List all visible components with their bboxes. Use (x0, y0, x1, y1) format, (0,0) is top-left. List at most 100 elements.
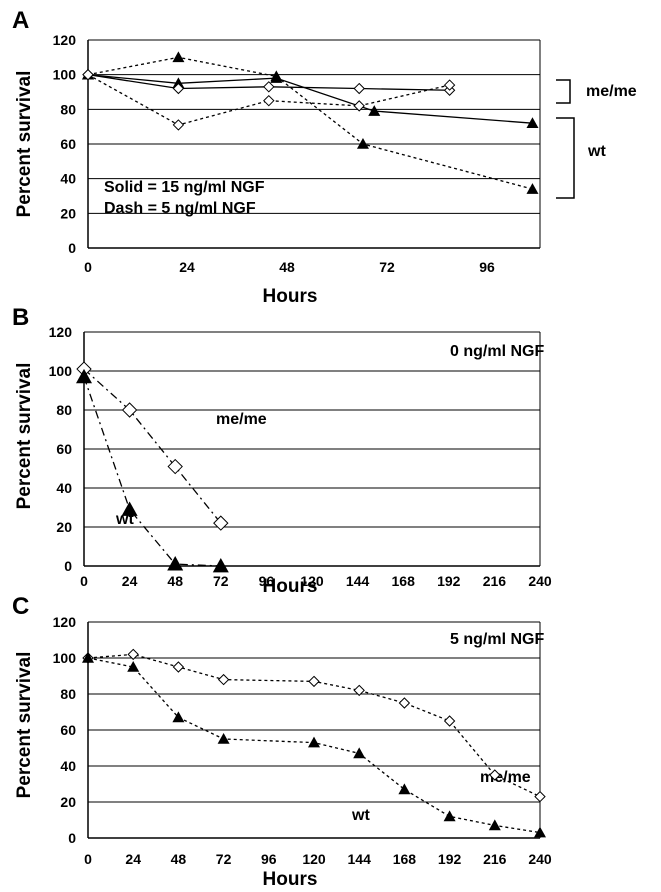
bracket-meme (556, 79, 571, 104)
triangle-marker (526, 117, 539, 128)
x-tick-label: 216 (483, 573, 507, 589)
diamond-marker (534, 790, 546, 803)
triangle-marker (443, 810, 456, 822)
x-tick-label: 24 (125, 851, 141, 867)
diamond-marker (263, 94, 275, 107)
panel-c-ylabel: Percent survival (14, 652, 35, 799)
diamond-marker (217, 673, 230, 686)
panel-a-annotation-dash: Dash = 5 ng/ml NGF (104, 200, 256, 217)
series-line (87, 653, 541, 798)
diamond-marker (443, 715, 456, 727)
panel-a-ylabel: Percent survival (14, 71, 35, 218)
diamond-marker (172, 119, 185, 131)
triangle-marker (212, 558, 229, 573)
panel-b: 0 20 40 60 80 100 120 0 24 48 72 96 120 144 168 192 216 2… (49, 324, 552, 589)
x-tick-label: 48 (171, 851, 187, 867)
panel-b-xlabel: Hours (263, 576, 318, 597)
triangle-marker (488, 819, 501, 831)
diamond-marker (263, 81, 275, 93)
panel-b-ylabel: Percent survival (14, 363, 35, 510)
y-tick-label: 60 (60, 722, 76, 738)
x-tick-label: 144 (348, 851, 372, 867)
y-tick-label: 20 (60, 794, 76, 810)
diamond-marker (353, 100, 365, 112)
diamond-marker (353, 82, 365, 95)
y-tick-label: 120 (53, 32, 77, 48)
y-tick-label: 80 (60, 686, 76, 702)
y-tick-label: 0 (68, 830, 76, 846)
y-tick-label: 80 (56, 402, 72, 418)
panel-letter-a: A (12, 7, 29, 34)
x-tick-label: 120 (302, 851, 326, 867)
y-tick-label: 100 (49, 363, 73, 379)
panel-letter-c: C (12, 593, 29, 620)
x-tick-label: 72 (216, 851, 232, 867)
diamond-marker (353, 684, 365, 697)
panel-a-xlabel: Hours (263, 286, 318, 307)
y-tick-label: 40 (56, 480, 72, 496)
x-tick-label: 168 (392, 573, 416, 589)
bracket-wt (556, 117, 575, 199)
panel-c-annotation: 5 ng/ml NGF (450, 631, 544, 648)
triangle-marker (121, 501, 138, 516)
triangle-marker (398, 783, 411, 795)
y-tick-label: 40 (60, 171, 76, 187)
triangle-marker (172, 77, 185, 89)
series-line (87, 657, 541, 834)
triangle-marker (270, 70, 283, 82)
panel-letter-b: B (12, 304, 29, 331)
triangle-marker (356, 138, 369, 149)
y-tick-label: 20 (60, 205, 76, 221)
y-tick-label: 60 (56, 441, 72, 457)
diamond-marker (398, 697, 411, 709)
x-tick-label: 72 (213, 573, 229, 589)
panel-c-series-label-wt: wt (351, 807, 370, 824)
series-line (87, 74, 533, 124)
x-tick-label: 240 (528, 573, 552, 589)
diamond-marker (121, 402, 138, 418)
x-tick-label: 0 (80, 573, 88, 589)
triangle-marker (353, 747, 366, 759)
diamond-marker (82, 68, 94, 81)
panel-b-annotation: 0 ng/ml NGF (450, 343, 544, 360)
triangle-marker (172, 711, 185, 723)
y-tick-label: 20 (56, 519, 72, 535)
y-tick-label: 100 (53, 650, 77, 666)
series-line (83, 368, 222, 524)
y-tick-label: 120 (49, 324, 73, 340)
panel-b-series-label-meme: me/me (216, 411, 267, 428)
x-tick-label: 96 (479, 259, 495, 275)
y-tick-label: 40 (60, 758, 76, 774)
x-tick-label: 24 (122, 573, 138, 589)
x-tick-label: 0 (84, 851, 92, 867)
y-tick-label: 60 (60, 136, 76, 152)
panel-a: 0 20 40 60 80 100 120 0 24 48 72 96 (53, 32, 575, 275)
diamond-marker (308, 675, 320, 688)
triangle-marker (127, 661, 140, 672)
x-tick-label: 48 (167, 573, 183, 589)
triangle-marker (76, 368, 92, 384)
panel-c-series-label-meme: me/me (480, 769, 531, 786)
triangle-marker (167, 556, 184, 571)
diamond-marker (127, 648, 139, 661)
x-tick-label: 120 (300, 573, 324, 589)
diamond-marker (172, 82, 185, 95)
x-tick-label: 192 (438, 851, 462, 867)
y-tick-label: 0 (68, 240, 76, 256)
panel-a-annotation-solid: Solid = 15 ng/ml NGF (104, 179, 265, 196)
x-tick-label: 240 (528, 851, 552, 867)
panel-a-bracket-label-wt: wt (587, 143, 606, 160)
x-tick-label: 72 (379, 259, 395, 275)
x-tick-label: 192 (437, 573, 461, 589)
panel-a-bracket-label-meme: me/me (586, 83, 637, 100)
diamond-marker (213, 515, 229, 531)
diamond-marker (172, 661, 185, 673)
series-line (87, 56, 533, 190)
triangle-marker (308, 736, 320, 748)
triangle-marker (82, 652, 94, 663)
y-tick-label: 80 (60, 101, 76, 117)
x-tick-label: 0 (84, 259, 92, 275)
x-tick-label: 96 (259, 573, 275, 589)
diamond-marker (489, 769, 501, 781)
